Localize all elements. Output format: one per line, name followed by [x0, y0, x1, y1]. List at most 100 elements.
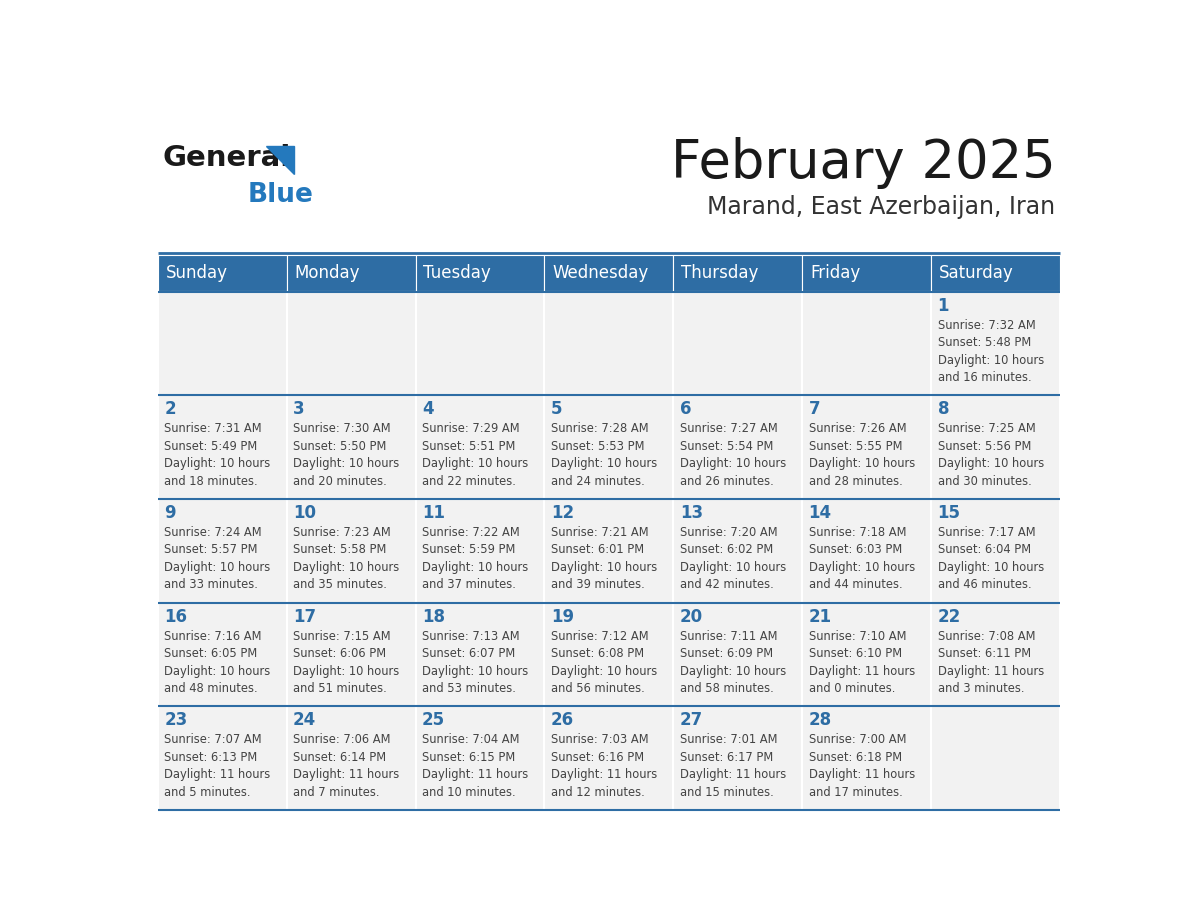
Polygon shape: [266, 145, 293, 174]
Text: 17: 17: [293, 608, 316, 626]
Text: Thursday: Thursday: [681, 264, 758, 283]
Bar: [802, 255, 931, 292]
Bar: [286, 499, 416, 603]
Bar: [416, 396, 544, 499]
Text: 26: 26: [551, 711, 574, 729]
Text: 7: 7: [809, 400, 820, 419]
Bar: [286, 292, 416, 396]
Text: Sunrise: 7:29 AM
Sunset: 5:51 PM
Daylight: 10 hours
and 22 minutes.: Sunrise: 7:29 AM Sunset: 5:51 PM Dayligh…: [422, 422, 529, 487]
Text: Sunrise: 7:32 AM
Sunset: 5:48 PM
Daylight: 10 hours
and 16 minutes.: Sunrise: 7:32 AM Sunset: 5:48 PM Dayligh…: [937, 319, 1044, 385]
Text: Sunrise: 7:10 AM
Sunset: 6:10 PM
Daylight: 11 hours
and 0 minutes.: Sunrise: 7:10 AM Sunset: 6:10 PM Dayligh…: [809, 630, 915, 695]
Bar: [802, 499, 931, 603]
Text: Sunrise: 7:22 AM
Sunset: 5:59 PM
Daylight: 10 hours
and 37 minutes.: Sunrise: 7:22 AM Sunset: 5:59 PM Dayligh…: [422, 526, 529, 591]
Text: General: General: [163, 144, 291, 172]
Text: Sunrise: 7:15 AM
Sunset: 6:06 PM
Daylight: 10 hours
and 51 minutes.: Sunrise: 7:15 AM Sunset: 6:06 PM Dayligh…: [293, 630, 399, 695]
Bar: [674, 292, 802, 396]
Text: 24: 24: [293, 711, 316, 729]
Text: Sunrise: 7:06 AM
Sunset: 6:14 PM
Daylight: 11 hours
and 7 minutes.: Sunrise: 7:06 AM Sunset: 6:14 PM Dayligh…: [293, 733, 399, 799]
Text: Sunrise: 7:25 AM
Sunset: 5:56 PM
Daylight: 10 hours
and 30 minutes.: Sunrise: 7:25 AM Sunset: 5:56 PM Dayligh…: [937, 422, 1044, 487]
Bar: [674, 255, 802, 292]
Text: 25: 25: [422, 711, 446, 729]
Bar: [158, 706, 286, 810]
Text: 6: 6: [680, 400, 691, 419]
Text: Saturday: Saturday: [939, 264, 1013, 283]
Text: Sunrise: 7:01 AM
Sunset: 6:17 PM
Daylight: 11 hours
and 15 minutes.: Sunrise: 7:01 AM Sunset: 6:17 PM Dayligh…: [680, 733, 786, 799]
Bar: [931, 292, 1060, 396]
Text: Sunrise: 7:08 AM
Sunset: 6:11 PM
Daylight: 11 hours
and 3 minutes.: Sunrise: 7:08 AM Sunset: 6:11 PM Dayligh…: [937, 630, 1044, 695]
Bar: [544, 396, 674, 499]
Text: Sunrise: 7:16 AM
Sunset: 6:05 PM
Daylight: 10 hours
and 48 minutes.: Sunrise: 7:16 AM Sunset: 6:05 PM Dayligh…: [164, 630, 271, 695]
Text: 19: 19: [551, 608, 574, 626]
Bar: [802, 396, 931, 499]
Bar: [416, 255, 544, 292]
Text: 20: 20: [680, 608, 703, 626]
Text: Sunrise: 7:26 AM
Sunset: 5:55 PM
Daylight: 10 hours
and 28 minutes.: Sunrise: 7:26 AM Sunset: 5:55 PM Dayligh…: [809, 422, 915, 487]
Text: Sunrise: 7:13 AM
Sunset: 6:07 PM
Daylight: 10 hours
and 53 minutes.: Sunrise: 7:13 AM Sunset: 6:07 PM Dayligh…: [422, 630, 529, 695]
Text: Sunrise: 7:17 AM
Sunset: 6:04 PM
Daylight: 10 hours
and 46 minutes.: Sunrise: 7:17 AM Sunset: 6:04 PM Dayligh…: [937, 526, 1044, 591]
Text: 3: 3: [293, 400, 304, 419]
Text: Marand, East Azerbaijan, Iran: Marand, East Azerbaijan, Iran: [707, 195, 1055, 219]
Bar: [544, 706, 674, 810]
Bar: [802, 706, 931, 810]
Text: Sunrise: 7:23 AM
Sunset: 5:58 PM
Daylight: 10 hours
and 35 minutes.: Sunrise: 7:23 AM Sunset: 5:58 PM Dayligh…: [293, 526, 399, 591]
Text: Sunrise: 7:28 AM
Sunset: 5:53 PM
Daylight: 10 hours
and 24 minutes.: Sunrise: 7:28 AM Sunset: 5:53 PM Dayligh…: [551, 422, 657, 487]
Text: Sunrise: 7:07 AM
Sunset: 6:13 PM
Daylight: 11 hours
and 5 minutes.: Sunrise: 7:07 AM Sunset: 6:13 PM Dayligh…: [164, 733, 271, 799]
Text: Sunrise: 7:04 AM
Sunset: 6:15 PM
Daylight: 11 hours
and 10 minutes.: Sunrise: 7:04 AM Sunset: 6:15 PM Dayligh…: [422, 733, 529, 799]
Bar: [931, 603, 1060, 706]
Bar: [544, 255, 674, 292]
Text: Sunrise: 7:11 AM
Sunset: 6:09 PM
Daylight: 10 hours
and 58 minutes.: Sunrise: 7:11 AM Sunset: 6:09 PM Dayligh…: [680, 630, 786, 695]
Text: 18: 18: [422, 608, 446, 626]
Bar: [674, 706, 802, 810]
Bar: [544, 499, 674, 603]
Text: Blue: Blue: [248, 183, 314, 208]
Bar: [416, 292, 544, 396]
Text: 4: 4: [422, 400, 434, 419]
Bar: [158, 292, 286, 396]
Text: Sunrise: 7:24 AM
Sunset: 5:57 PM
Daylight: 10 hours
and 33 minutes.: Sunrise: 7:24 AM Sunset: 5:57 PM Dayligh…: [164, 526, 271, 591]
Bar: [416, 499, 544, 603]
Text: 1: 1: [937, 297, 949, 315]
Text: Sunrise: 7:21 AM
Sunset: 6:01 PM
Daylight: 10 hours
and 39 minutes.: Sunrise: 7:21 AM Sunset: 6:01 PM Dayligh…: [551, 526, 657, 591]
Text: 9: 9: [164, 504, 176, 522]
Text: 21: 21: [809, 608, 832, 626]
Bar: [158, 255, 286, 292]
Bar: [544, 603, 674, 706]
Bar: [286, 603, 416, 706]
Bar: [544, 292, 674, 396]
Bar: [674, 396, 802, 499]
Text: Sunrise: 7:30 AM
Sunset: 5:50 PM
Daylight: 10 hours
and 20 minutes.: Sunrise: 7:30 AM Sunset: 5:50 PM Dayligh…: [293, 422, 399, 487]
Text: Sunrise: 7:00 AM
Sunset: 6:18 PM
Daylight: 11 hours
and 17 minutes.: Sunrise: 7:00 AM Sunset: 6:18 PM Dayligh…: [809, 733, 915, 799]
Text: Tuesday: Tuesday: [423, 264, 491, 283]
Text: 10: 10: [293, 504, 316, 522]
Bar: [931, 706, 1060, 810]
Text: 28: 28: [809, 711, 832, 729]
Text: Sunrise: 7:20 AM
Sunset: 6:02 PM
Daylight: 10 hours
and 42 minutes.: Sunrise: 7:20 AM Sunset: 6:02 PM Dayligh…: [680, 526, 786, 591]
Text: 11: 11: [422, 504, 446, 522]
Bar: [802, 603, 931, 706]
Text: 15: 15: [937, 504, 961, 522]
Bar: [931, 499, 1060, 603]
Bar: [416, 706, 544, 810]
Text: 2: 2: [164, 400, 176, 419]
Text: Wednesday: Wednesday: [552, 264, 649, 283]
Text: February 2025: February 2025: [671, 137, 1055, 189]
Text: Friday: Friday: [810, 264, 860, 283]
Bar: [158, 396, 286, 499]
Bar: [802, 292, 931, 396]
Text: Sunrise: 7:03 AM
Sunset: 6:16 PM
Daylight: 11 hours
and 12 minutes.: Sunrise: 7:03 AM Sunset: 6:16 PM Dayligh…: [551, 733, 657, 799]
Text: 13: 13: [680, 504, 703, 522]
Text: 14: 14: [809, 504, 832, 522]
Bar: [286, 706, 416, 810]
Text: Sunrise: 7:12 AM
Sunset: 6:08 PM
Daylight: 10 hours
and 56 minutes.: Sunrise: 7:12 AM Sunset: 6:08 PM Dayligh…: [551, 630, 657, 695]
Text: 16: 16: [164, 608, 188, 626]
Bar: [674, 499, 802, 603]
Bar: [416, 603, 544, 706]
Bar: [674, 603, 802, 706]
Bar: [158, 603, 286, 706]
Text: Monday: Monday: [295, 264, 360, 283]
Text: Sunrise: 7:27 AM
Sunset: 5:54 PM
Daylight: 10 hours
and 26 minutes.: Sunrise: 7:27 AM Sunset: 5:54 PM Dayligh…: [680, 422, 786, 487]
Text: 22: 22: [937, 608, 961, 626]
Bar: [286, 396, 416, 499]
Text: 5: 5: [551, 400, 562, 419]
Text: 12: 12: [551, 504, 574, 522]
